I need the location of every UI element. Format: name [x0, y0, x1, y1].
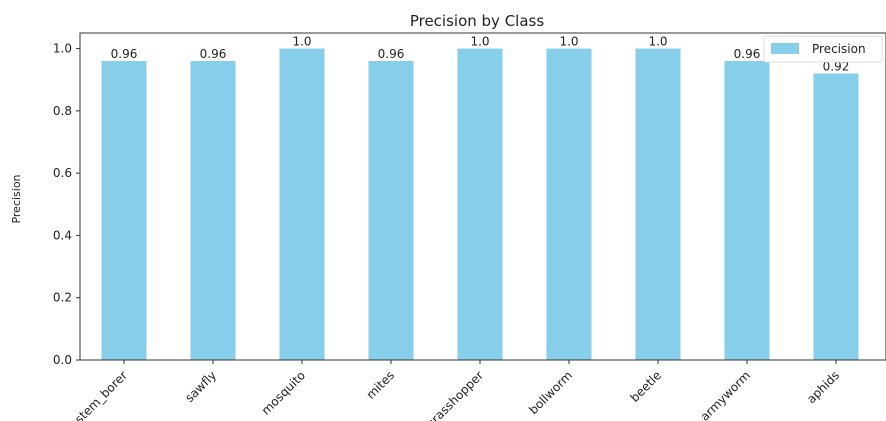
y-tick-label-0.2: 0.2 — [53, 291, 72, 305]
legend-label-precision: Precision — [812, 42, 866, 56]
data-label-bollworm: 1.0 — [559, 35, 578, 49]
x-tick-label-mosquito: mosquito — [259, 368, 308, 417]
bar-sawfly — [190, 61, 236, 361]
data-label-beetle: 1.0 — [648, 35, 667, 49]
bar-grasshopper — [457, 48, 503, 360]
x-tick-label-stem_borer: stem_borer — [72, 368, 130, 421]
bars-group — [101, 48, 859, 361]
x-tick-label-armyworm: armyworm — [698, 368, 753, 421]
data-label-stem_borer: 0.96 — [111, 47, 138, 61]
legend-frame — [763, 35, 883, 63]
data-labels-group: 0.96 0.96 1.0 0.96 1.0 1.0 1.0 0.96 0.92 — [111, 35, 850, 74]
bar-mosquito — [279, 48, 325, 360]
x-tick-label-bollworm: bollworm — [526, 368, 575, 417]
bar-beetle — [635, 48, 681, 360]
plot-frame — [79, 32, 886, 361]
data-label-sawfly: 0.96 — [200, 47, 227, 61]
data-label-armyworm: 0.96 — [734, 47, 761, 61]
y-tick-label-0.8: 0.8 — [53, 104, 72, 118]
x-tick-label-grasshopper: grasshopper — [423, 368, 486, 421]
x-tick-label-beetle: beetle — [627, 368, 664, 405]
data-label-aphids: 0.92 — [823, 59, 850, 73]
bar-armyworm — [724, 61, 770, 361]
x-axis: stem_borer sawfly mosquito mites grasshopper… — [72, 360, 842, 421]
data-label-grasshopper: 1.0 — [470, 35, 489, 49]
y-tick-label-1.0: 1.0 — [53, 42, 72, 56]
data-label-mosquito: 1.0 — [292, 35, 311, 49]
y-axis-label: Precision — [10, 174, 23, 223]
y-tick-label-0.6: 0.6 — [53, 166, 72, 180]
bar-bollworm — [546, 48, 592, 360]
y-axis: 0.0 0.2 0.4 0.6 0.8 1.0 — [53, 42, 80, 367]
legend-swatch — [771, 43, 799, 54]
bar-aphids — [813, 73, 859, 360]
bar-stem_borer — [101, 61, 147, 361]
x-tick-label-sawfly: sawfly — [182, 368, 219, 405]
y-tick-label-0.0: 0.0 — [53, 353, 72, 367]
x-tick-label-aphids: aphids — [804, 368, 842, 406]
legend: Precision — [763, 35, 883, 63]
y-tick-label-0.4: 0.4 — [53, 228, 72, 242]
data-label-mites: 0.96 — [378, 47, 405, 61]
x-tick-label-mites: mites — [364, 368, 397, 401]
bar-mites — [368, 61, 414, 361]
chart-title: Precision by Class — [410, 12, 545, 30]
